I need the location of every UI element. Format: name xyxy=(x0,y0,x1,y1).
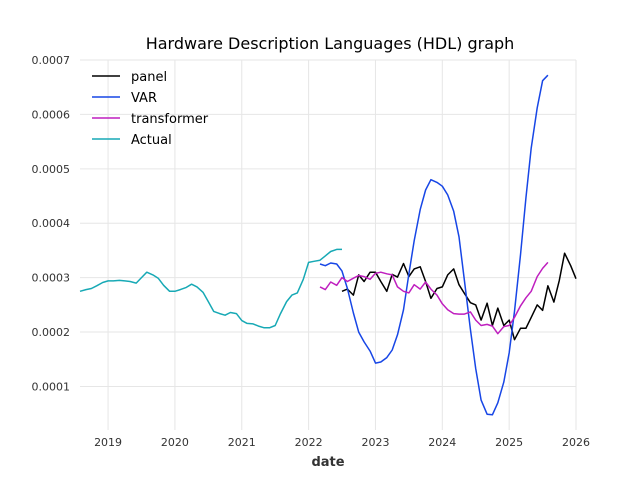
series-group xyxy=(79,74,577,416)
series-line-transformer xyxy=(319,261,549,335)
legend: panel VAR transformer Actual xyxy=(92,70,209,148)
x-tick-label: 2019 xyxy=(94,436,122,449)
x-tick-label: 2026 xyxy=(562,436,590,449)
x-tick-label: 2021 xyxy=(228,436,256,449)
y-tick-label: 0.0004 xyxy=(32,217,71,230)
legend-label: transformer xyxy=(131,112,209,127)
y-tick-label: 0.0001 xyxy=(32,380,71,393)
y-tick-label: 0.0007 xyxy=(32,54,71,67)
y-tick-label: 0.0005 xyxy=(32,163,71,176)
series-line-var xyxy=(319,74,549,416)
x-tick-label: 2023 xyxy=(361,436,389,449)
x-tick-label: 2020 xyxy=(161,436,189,449)
x-axis-label: date xyxy=(311,455,344,470)
y-axis: 0.0001 0.0002 0.0003 0.0004 0.0005 0.0006 0.00… xyxy=(32,54,71,393)
y-tick-label: 0.0006 xyxy=(32,108,71,121)
legend-label: panel xyxy=(131,70,167,85)
grid xyxy=(80,59,577,430)
series-line-actual xyxy=(79,248,342,329)
x-tick-label: 2022 xyxy=(295,436,323,449)
legend-label: VAR xyxy=(131,91,157,106)
x-tick-label: 2024 xyxy=(428,436,456,449)
series-line-panel xyxy=(341,252,577,341)
chart-title: Hardware Description Languages (HDL) gra… xyxy=(146,34,515,53)
y-tick-label: 0.0002 xyxy=(32,326,71,339)
legend-label: Actual xyxy=(131,133,172,148)
y-tick-label: 0.0003 xyxy=(32,272,71,285)
x-axis: 2019 2020 2021 2022 2023 2024 2025 2026 xyxy=(94,436,590,449)
x-tick-label: 2025 xyxy=(495,436,523,449)
